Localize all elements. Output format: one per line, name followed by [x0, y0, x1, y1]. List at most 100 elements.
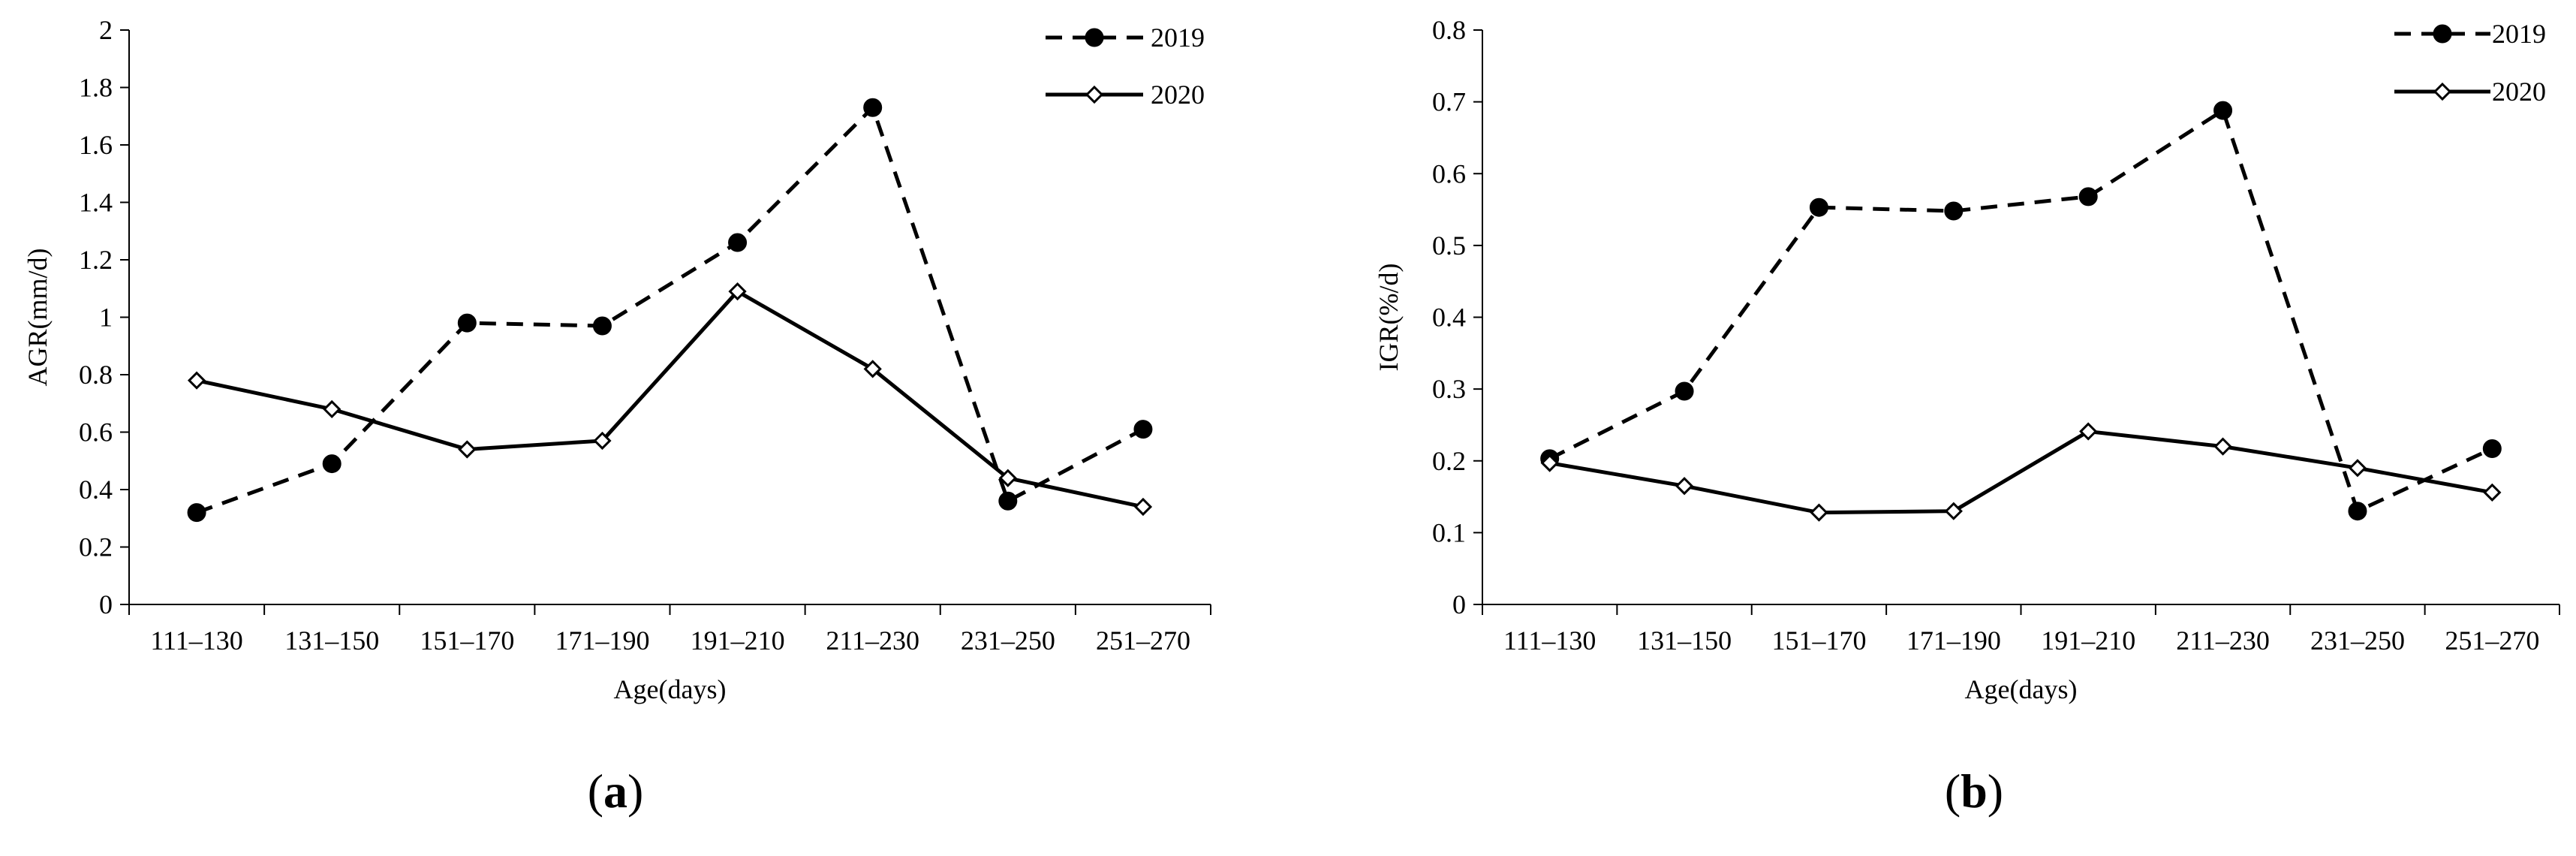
- legend-label-2020: 2020: [1151, 80, 1205, 110]
- data-point-2020-3: [1810, 503, 1828, 522]
- legend-marker-2019: [1085, 28, 1104, 47]
- x-tick-label: 191–210: [2041, 625, 2135, 656]
- data-point-2020-1: [187, 371, 206, 390]
- panel-label-close-paren: ): [627, 764, 643, 818]
- y-tick-label: 1.6: [79, 130, 113, 160]
- data-point-2019-3: [1809, 197, 1828, 217]
- data-point-2020-6: [2213, 437, 2232, 456]
- y-tick-label: 1.8: [79, 73, 113, 103]
- legend-label-2020: 2020: [2492, 77, 2546, 107]
- legend-label-2019: 2019: [2492, 19, 2546, 49]
- data-point-2020-8: [2483, 483, 2502, 502]
- data-point-2019-3: [457, 313, 477, 333]
- y-tick-label: 0.6: [79, 417, 113, 448]
- legend-marker-2020: [2433, 82, 2452, 101]
- panel-label-close-paren: ): [1988, 764, 2003, 818]
- y-axis-label: AGR(mm/d): [23, 249, 53, 387]
- data-point-2019-2: [322, 454, 342, 474]
- series-2019: [187, 98, 1153, 523]
- series-line-2020: [1549, 430, 2493, 515]
- y-tick-label: 0.4: [1432, 303, 1466, 333]
- y-tick-label: 1.2: [79, 245, 113, 275]
- y-tick-label: 0.8: [79, 360, 113, 390]
- x-tick-label: 111–130: [150, 625, 242, 656]
- data-point-2019-7: [2348, 502, 2367, 521]
- x-tick-label: 131–150: [284, 625, 379, 656]
- data-point-2020-3: [458, 440, 477, 459]
- y-tick-label: 0.1: [1432, 517, 1466, 547]
- chart-panel-b: 0 0.1 0.2 0.3 0.4 0.5 0.6 0.7 0.8 111–130 131–150 1…: [1374, 15, 2560, 818]
- data-point-2020-4: [593, 431, 612, 451]
- data-point-2020-7: [2348, 459, 2367, 478]
- x-tick-label: 131–150: [1637, 625, 1732, 656]
- series-2020: [187, 282, 1153, 517]
- data-point-2019-5: [728, 233, 748, 252]
- y-tick-label: 0.6: [1432, 158, 1466, 188]
- data-point-2020-8: [1133, 497, 1153, 517]
- panel-label: (b): [1945, 764, 2003, 818]
- y-tick-label: 0.4: [79, 475, 113, 505]
- y-tick-label: 0: [1452, 589, 1466, 619]
- y-tick-label: 0.3: [1432, 374, 1466, 404]
- y-tick-label: 0.2: [1432, 446, 1466, 476]
- panel-label: (a): [588, 764, 644, 818]
- data-point-2019-6: [863, 98, 883, 117]
- data-point-2019-4: [1944, 201, 1964, 221]
- y-tick-label: 0.2: [79, 532, 113, 562]
- series-line-2020: [196, 289, 1144, 509]
- data-point-2019-8: [1133, 420, 1153, 439]
- x-tick-label: 211–230: [826, 625, 919, 656]
- data-point-2020-6: [863, 360, 882, 378]
- panel-label-open-paren: (: [1945, 764, 1961, 818]
- series-line-2019: [1548, 108, 2493, 514]
- x-tick-label: 171–190: [555, 625, 649, 656]
- legend-label-2019: 2019: [1151, 23, 1205, 53]
- legend-marker-2019: [2433, 24, 2452, 44]
- legend-entry-2019: 2019: [1046, 23, 1205, 53]
- y-tick-label: 1: [99, 303, 113, 333]
- x-tick-label: 111–130: [1503, 625, 1596, 656]
- x-tick-label: 151–170: [1771, 625, 1866, 656]
- series-2020: [1540, 422, 2502, 522]
- panel-label-open-paren: (: [588, 764, 603, 818]
- x-tick-label: 151–170: [420, 625, 514, 656]
- data-point-2020-1: [1540, 454, 1559, 472]
- series-2019: [1540, 101, 2502, 521]
- data-point-2020-2: [323, 399, 342, 419]
- data-point-2019-4: [592, 316, 612, 336]
- data-point-2020-4: [1944, 502, 1963, 520]
- x-axis-label: Age(days): [1965, 674, 2078, 704]
- y-tick-label: 0: [99, 589, 113, 619]
- y-tick-label: 0.5: [1432, 231, 1466, 261]
- data-point-2020-2: [1675, 477, 1694, 496]
- x-tick-label: 171–190: [1906, 625, 2001, 656]
- series-line-2019: [196, 105, 1145, 514]
- data-point-2019-8: [2482, 439, 2502, 458]
- x-tick-label: 231–250: [2310, 625, 2405, 656]
- y-tick-label: 0.8: [1432, 15, 1466, 45]
- panel-label-letter: a: [603, 764, 627, 818]
- x-tick-label: 251–270: [1096, 625, 1190, 656]
- y-axis-label: IGR(%/d): [1374, 264, 1404, 372]
- data-point-2019-7: [998, 491, 1018, 511]
- y-tick-label: 0.7: [1432, 87, 1466, 117]
- x-axis-label: Age(days): [614, 674, 727, 704]
- data-point-2020-7: [998, 469, 1017, 487]
- x-tick-label: 251–270: [2445, 625, 2539, 656]
- x-tick-label: 231–250: [961, 625, 1055, 656]
- data-point-2019-2: [1675, 381, 1694, 401]
- y-tick-label: 2: [99, 15, 113, 45]
- legend-entry-2020: 2020: [1046, 80, 1205, 110]
- data-point-2020-5: [2079, 422, 2098, 441]
- x-tick-label: 191–210: [691, 625, 785, 656]
- panel-label-letter: b: [1961, 764, 1988, 818]
- legend-marker-2020: [1085, 85, 1104, 104]
- data-point-2019-6: [2213, 101, 2233, 120]
- chart-panel-a: 0 0.2 0.4 0.6 0.8 1 1.2 1.4 1.6 1.8 2 111–130 131–15…: [23, 15, 1211, 818]
- data-point-2020-5: [728, 282, 747, 301]
- legend-entry-2020: 2020: [2394, 77, 2546, 107]
- legend-entry-2019: 2019: [2394, 19, 2546, 49]
- y-tick-label: 1.4: [79, 188, 113, 218]
- data-point-2019-1: [187, 503, 206, 523]
